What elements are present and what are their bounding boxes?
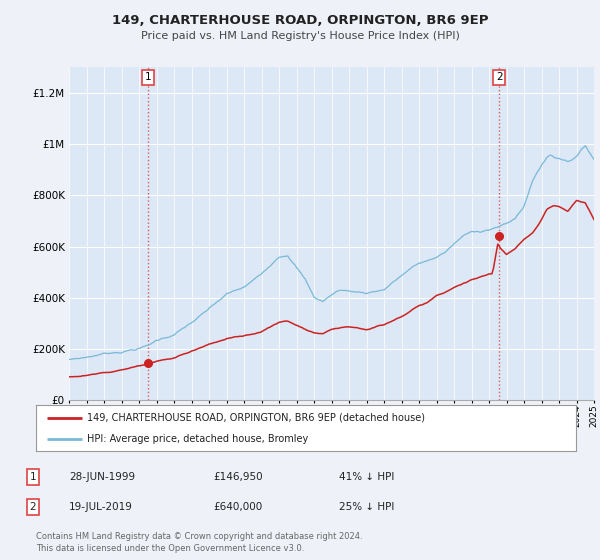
Text: 2: 2 [496, 72, 503, 82]
Text: £146,950: £146,950 [213, 472, 263, 482]
Text: 149, CHARTERHOUSE ROAD, ORPINGTON, BR6 9EP (detached house): 149, CHARTERHOUSE ROAD, ORPINGTON, BR6 9… [88, 413, 425, 423]
Text: 25% ↓ HPI: 25% ↓ HPI [339, 502, 394, 512]
Text: 1: 1 [145, 72, 151, 82]
Text: 41% ↓ HPI: 41% ↓ HPI [339, 472, 394, 482]
Text: HPI: Average price, detached house, Bromley: HPI: Average price, detached house, Brom… [88, 435, 308, 444]
Text: 28-JUN-1999: 28-JUN-1999 [69, 472, 135, 482]
Text: 149, CHARTERHOUSE ROAD, ORPINGTON, BR6 9EP: 149, CHARTERHOUSE ROAD, ORPINGTON, BR6 9… [112, 14, 488, 27]
Text: 2: 2 [29, 502, 37, 512]
Text: Price paid vs. HM Land Registry's House Price Index (HPI): Price paid vs. HM Land Registry's House … [140, 31, 460, 41]
Text: 19-JUL-2019: 19-JUL-2019 [69, 502, 133, 512]
Text: 1: 1 [29, 472, 37, 482]
Text: Contains HM Land Registry data © Crown copyright and database right 2024.
This d: Contains HM Land Registry data © Crown c… [36, 533, 362, 553]
Text: £640,000: £640,000 [213, 502, 262, 512]
